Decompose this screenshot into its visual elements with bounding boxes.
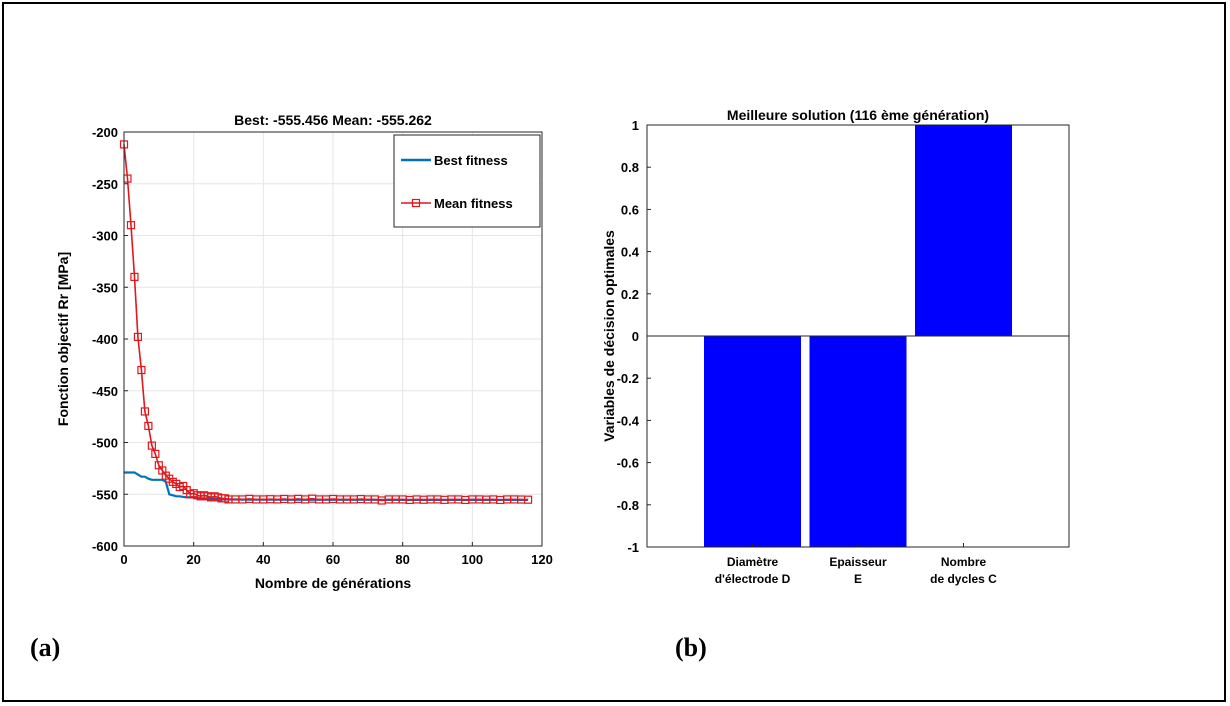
x-axis-label: Nombre de générations: [255, 575, 412, 591]
data-point: [523, 495, 533, 504]
x-tick-label: 80: [395, 552, 409, 567]
chart-a-fitness: 0 20 40 60 80 100 120 -600 -550 -500 -450 -400 -350 -…: [55, 112, 553, 591]
x-tick-label-line: de dycles C: [930, 572, 997, 586]
y-tick-label: -1: [627, 540, 639, 555]
data-point: [130, 272, 139, 281]
x-tick-label: Diamètre d'électrode D: [715, 555, 791, 586]
chart-title: Meilleure solution (116 ème génération): [727, 107, 989, 123]
data-point: [137, 365, 146, 375]
x-tick-label: Nombre de dycles C: [930, 555, 997, 586]
chart-b-best-solution: -1 -0.8 -0.6 -0.4 -0.2 0 0.2 0.4 0.6 0.8 1 Diamètre…: [601, 107, 1070, 586]
y-tick-label: -0.4: [617, 413, 640, 428]
x-tick-label: 100: [461, 552, 483, 567]
y-tick-label: 1: [632, 118, 639, 133]
x-tick-label-line: d'électrode D: [715, 572, 791, 586]
y-axis-label: Fonction objectif Rr [MPa]: [55, 252, 71, 426]
legend-marker: [411, 198, 421, 208]
data-point: [144, 421, 153, 431]
chart-title: Best: -555.456 Mean: -555.262: [234, 112, 432, 128]
y-tick-label: -0.2: [617, 371, 639, 386]
data-point: [126, 221, 136, 230]
bar: [915, 125, 1012, 336]
series-mean-fitness: [119, 140, 533, 505]
panel-label-a: (a): [30, 633, 61, 662]
x-tick-label-line: Epaisseur: [829, 555, 887, 569]
y-tick-label: -200: [92, 125, 118, 140]
bar: [809, 336, 907, 547]
x-tick-label: 60: [326, 552, 340, 567]
y-tick-label: 0: [632, 329, 639, 344]
y-tick-label: -400: [92, 332, 118, 347]
x-tick-label: 0: [120, 552, 127, 567]
data-point: [133, 332, 143, 342]
legend-entry-label: Mean fitness: [434, 196, 513, 211]
y-tick-label: 0.6: [621, 202, 639, 217]
y-tick-label: -550: [92, 487, 118, 502]
y-axis-label: Variables de décision optimales: [601, 230, 617, 442]
y-tick-label: 0.2: [621, 287, 639, 302]
y-tick-label: -0.6: [617, 456, 639, 471]
legend: Best fitness Mean fitness: [393, 134, 541, 228]
y-tick-label: -350: [92, 280, 118, 295]
x-tick-label-line: Nombre: [941, 555, 987, 569]
y-tick-label: -450: [92, 384, 118, 399]
panel-label-b: (b): [675, 633, 707, 662]
x-tick-label: 40: [256, 552, 270, 567]
x-tick-label: 20: [186, 552, 200, 567]
y-tick-label: -600: [92, 539, 118, 554]
y-tick-label: 0.8: [621, 160, 639, 175]
bar: [704, 336, 801, 547]
legend-box: [393, 134, 541, 228]
data-point: [147, 441, 156, 450]
y-tick-label: -250: [92, 177, 118, 192]
y-tick-label: -500: [92, 436, 118, 451]
y-tick-label: -300: [92, 229, 118, 244]
y-tick-label: 0.4: [621, 245, 640, 260]
x-tick-label-line: E: [854, 572, 862, 586]
legend-entry-label: Best fitness: [434, 153, 508, 168]
data-point: [140, 407, 150, 416]
x-tick-label-line: Diamètre: [727, 555, 779, 569]
data-point: [151, 449, 160, 458]
x-tick-label: 120: [531, 552, 553, 567]
x-tick-label: Epaisseur E: [829, 555, 887, 586]
y-tick-label: -0.8: [617, 498, 639, 513]
